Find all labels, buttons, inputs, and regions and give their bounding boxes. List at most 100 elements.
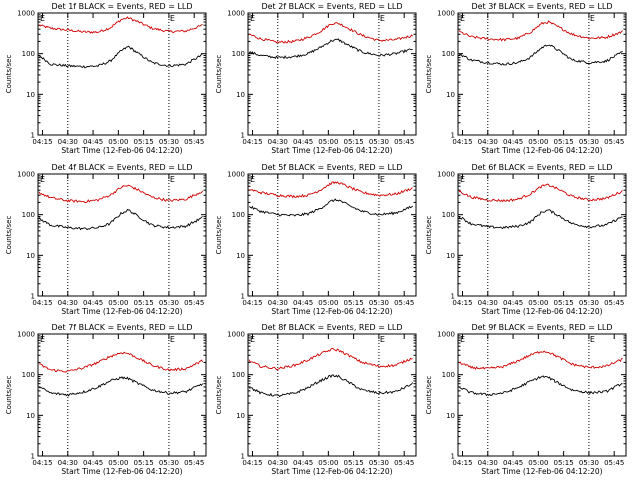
y-tick-label: 100 <box>232 50 245 58</box>
x-tick-label: 05:15 <box>344 299 364 307</box>
x-tick-label: 04:15 <box>32 459 52 467</box>
y-tick-label: 100 <box>442 211 455 219</box>
y-axis-label: Counts/sec <box>5 376 13 415</box>
event-marker-label: E <box>170 175 175 184</box>
event-marker-label: E <box>250 14 255 23</box>
event-marker-label: E <box>590 14 595 23</box>
x-tick-label: 05:30 <box>579 138 599 146</box>
panel-6: Det 6f BLACK = Events, RED = LLD Counts/s… <box>425 163 627 316</box>
panel-title: Det 5f BLACK = Events, RED = LLD <box>261 163 402 172</box>
x-axis-label: Start Time (12-Feb-06 04:12:20) <box>271 146 392 155</box>
x-axis-label: Start Time (12-Feb-06 04:12:20) <box>271 307 392 316</box>
x-tick-label: 05:15 <box>554 459 574 467</box>
x-tick-label: 04:45 <box>293 299 313 307</box>
panel-7: Det 7f BLACK = Events, RED = LLD Counts/s… <box>5 323 207 476</box>
y-tick-label: 1 <box>241 453 245 461</box>
y-tick-label: 10 <box>446 412 455 420</box>
series-events-black <box>38 208 203 231</box>
x-tick-label: 05:15 <box>344 459 364 467</box>
y-axis-label: Counts/sec <box>215 55 223 94</box>
x-tick-label: 05:30 <box>579 459 599 467</box>
y-tick-label: 1 <box>31 453 35 461</box>
x-tick-label: 05:30 <box>369 299 389 307</box>
event-marker-label: E <box>250 335 255 344</box>
x-axis-label: Start Time (12-Feb-06 04:12:20) <box>271 467 392 476</box>
y-axis-label: Counts/sec <box>425 216 433 255</box>
x-tick-label: 04:45 <box>503 138 523 146</box>
event-marker-label: E <box>40 335 45 344</box>
panel-title: Det 3f BLACK = Events, RED = LLD <box>471 2 612 11</box>
plot-frame <box>457 173 627 297</box>
x-tick-label: 04:30 <box>268 299 288 307</box>
y-tick-label: 100 <box>442 371 455 379</box>
x-tick-label: 05:45 <box>394 459 414 467</box>
x-tick-label: 05:15 <box>134 138 154 146</box>
x-axis-label: Start Time (12-Feb-06 04:12:20) <box>61 307 182 316</box>
plot-frame <box>247 333 417 457</box>
y-tick-label: 100 <box>22 371 35 379</box>
x-tick-label: 04:45 <box>503 299 523 307</box>
x-tick-label: 05:00 <box>528 299 548 307</box>
series-lld-red <box>458 183 623 203</box>
x-tick-label: 04:15 <box>452 459 472 467</box>
event-marker-label: E <box>460 175 465 184</box>
x-tick-label: 05:30 <box>369 459 389 467</box>
series-lld-red <box>248 347 413 371</box>
x-tick-label: 05:00 <box>528 138 548 146</box>
plot-frame <box>247 173 417 297</box>
y-tick-label: 1 <box>241 132 245 140</box>
panel-title: Det 8f BLACK = Events, RED = LLD <box>261 323 402 332</box>
x-tick-label: 04:45 <box>83 138 103 146</box>
x-tick-label: 05:00 <box>318 138 338 146</box>
x-tick-label: 04:15 <box>452 299 472 307</box>
x-tick-label: 05:45 <box>184 299 204 307</box>
x-tick-label: 05:00 <box>528 459 548 467</box>
x-tick-label: 04:30 <box>58 138 78 146</box>
x-tick-label: 05:30 <box>369 138 389 146</box>
plot-frame <box>37 12 207 136</box>
x-tick-label: 05:15 <box>134 459 154 467</box>
series-events-black <box>458 209 623 230</box>
x-tick-label: 04:15 <box>32 299 52 307</box>
y-axis-label: Counts/sec <box>5 55 13 94</box>
y-tick-label: 1000 <box>227 331 245 339</box>
panel-title: Det 2f BLACK = Events, RED = LLD <box>261 2 402 11</box>
x-tick-label: 04:15 <box>452 138 472 146</box>
x-tick-label: 04:30 <box>58 459 78 467</box>
y-tick-label: 100 <box>22 50 35 58</box>
x-tick-label: 04:30 <box>478 299 498 307</box>
y-tick-label: 10 <box>446 252 455 260</box>
event-marker-label: E <box>380 335 385 344</box>
x-tick-label: 04:30 <box>478 459 498 467</box>
panel-2: Det 2f BLACK = Events, RED = LLD Counts/s… <box>215 2 417 155</box>
x-tick-label: 05:15 <box>554 138 574 146</box>
series-lld-red <box>248 181 413 199</box>
x-tick-label: 05:45 <box>394 299 414 307</box>
plot-frame <box>457 12 627 136</box>
series-lld-red <box>38 184 203 203</box>
y-tick-label: 1000 <box>17 331 35 339</box>
plot-frame <box>457 333 627 457</box>
x-tick-label: 04:30 <box>58 299 78 307</box>
y-tick-label: 100 <box>22 211 35 219</box>
series-events-black <box>38 45 203 69</box>
panel-9: Det 9f BLACK = Events, RED = LLD Counts/s… <box>425 323 627 476</box>
series-lld-red <box>249 22 413 44</box>
event-marker-label: E <box>380 14 385 23</box>
event-marker-label: E <box>460 14 465 23</box>
x-tick-label: 05:45 <box>184 459 204 467</box>
y-axis-label: Counts/sec <box>215 216 223 255</box>
y-tick-label: 1 <box>451 132 455 140</box>
x-tick-label: 04:45 <box>83 299 103 307</box>
x-tick-label: 04:15 <box>242 138 262 146</box>
x-tick-label: 04:30 <box>268 138 288 146</box>
panel-title: Det 4f BLACK = Events, RED = LLD <box>51 163 192 172</box>
x-tick-label: 05:00 <box>318 459 338 467</box>
x-tick-label: 04:15 <box>242 299 262 307</box>
y-tick-label: 1 <box>241 293 245 301</box>
panel-4: Det 4f BLACK = Events, RED = LLD Counts/s… <box>5 163 207 316</box>
series-events-black <box>458 44 623 66</box>
panel-title: Det 1f BLACK = Events, RED = LLD <box>51 2 192 11</box>
event-marker-label: E <box>590 335 595 344</box>
